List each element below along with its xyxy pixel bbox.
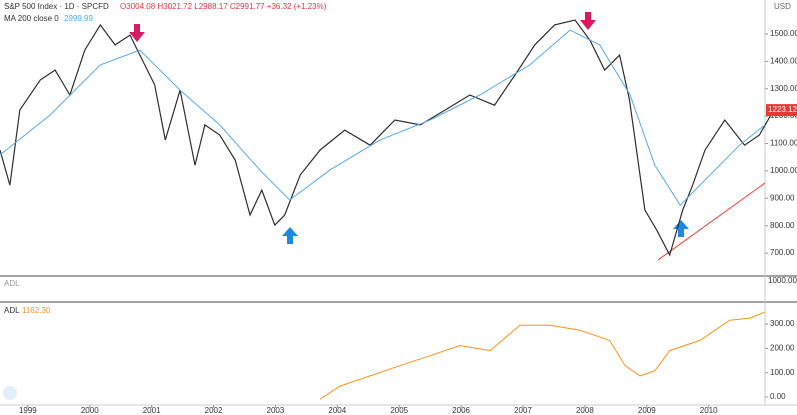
- arrow-up: [282, 227, 298, 244]
- x-tick-label: 2004: [328, 406, 346, 415]
- x-tick-label: 2009: [638, 406, 656, 415]
- arrow-down: [129, 24, 145, 42]
- y-tick-label: 100.00: [770, 368, 795, 377]
- y-tick-label: 1500.00: [770, 29, 797, 38]
- y-tick-label: 800.00: [770, 221, 795, 230]
- y-tick-label: 200.00: [770, 344, 795, 353]
- y-tick-label: 900.00: [770, 193, 795, 202]
- y-tick-label: 700.00: [770, 248, 795, 257]
- series-line: [0, 29, 766, 206]
- y-tick-label: 1000.00: [770, 166, 797, 175]
- x-tick-label: 2003: [267, 406, 285, 415]
- last-price-label: 1223.12: [768, 105, 797, 114]
- x-tick-label: 2001: [143, 406, 161, 415]
- empty-pane-title: ADL: [4, 279, 20, 288]
- currency: USD: [774, 2, 791, 11]
- x-tick-label: 2005: [390, 406, 408, 415]
- y-tick-label: 1100.00: [770, 139, 797, 148]
- adl-value: 1162.30: [22, 306, 51, 315]
- x-tick-label: 2007: [514, 406, 532, 415]
- x-tick-label: 2010: [700, 406, 718, 415]
- y-tick-label: 300.00: [770, 319, 795, 328]
- series-line: [0, 19, 775, 257]
- ma-legend: MA 200 close 0: [4, 14, 59, 23]
- y-tick-label: 1400.00: [770, 56, 797, 65]
- last-price-tag: [766, 104, 797, 117]
- y-tick-label: 0.00: [770, 392, 786, 401]
- logo-button[interactable]: [3, 386, 17, 400]
- x-tick-label: 2000: [81, 406, 99, 415]
- adl-title: ADL: [4, 306, 20, 315]
- symbol-title: S&P 500 Index · 1D · SPCFD: [4, 2, 109, 11]
- x-tick-label: 2008: [576, 406, 594, 415]
- x-tick-label: 2002: [205, 406, 223, 415]
- x-tick-label: 2006: [452, 406, 470, 415]
- arrow-down: [580, 12, 596, 30]
- ma-value: 2999.99: [64, 14, 93, 23]
- arrow-up: [673, 220, 689, 237]
- empty-pane-tick: 1000.00: [768, 276, 797, 285]
- y-tick-label: 1300.00: [770, 84, 797, 93]
- series-line: [319, 311, 766, 400]
- x-tick-label: 1999: [19, 406, 37, 415]
- trend-line: [657, 182, 766, 261]
- ohlc: O3004.08 H3021.72 L2988.17 C2991.77 +36.…: [120, 2, 327, 11]
